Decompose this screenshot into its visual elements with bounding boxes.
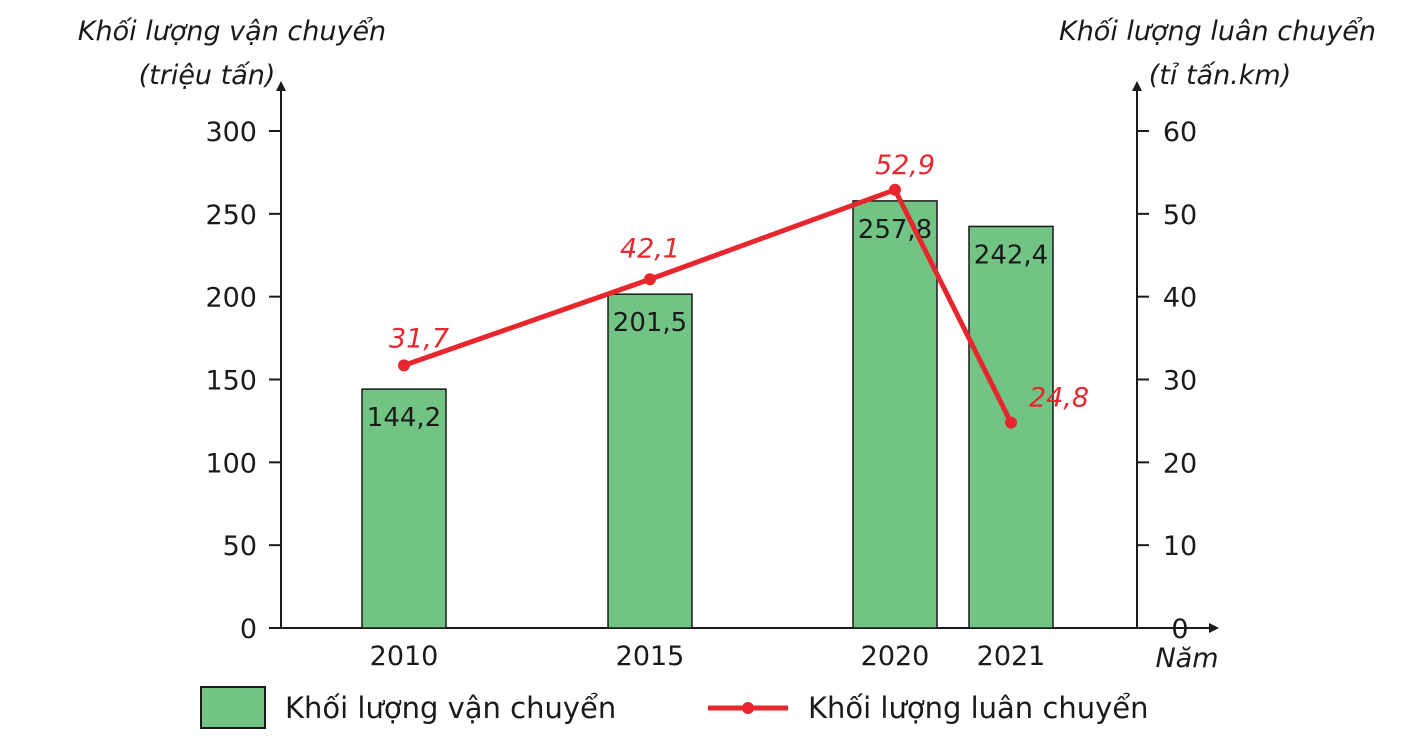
line-data-label: 52,9 (875, 150, 935, 181)
line-data-label: 24,8 (1029, 383, 1089, 414)
left-axis-ticks: 0 50 100 150 200 250 300 (205, 117, 281, 645)
right-axis-title-line2: (tỉ tấn.km) (1149, 60, 1292, 91)
line-point (398, 359, 410, 372)
legend: Khối lượng vận chuyển Khối lượng luân ch… (200, 686, 1149, 729)
legend-line-marker (742, 702, 754, 714)
x-axis-title: Năm (1155, 643, 1218, 674)
line-point (1005, 416, 1017, 429)
right-tick-label: 0 (1171, 614, 1188, 645)
x-tick-label: 2015 (616, 641, 685, 672)
left-tick-label: 300 (205, 117, 257, 148)
right-tick-label: 10 (1163, 531, 1197, 562)
left-tick-label: 250 (205, 200, 257, 231)
bar (607, 293, 693, 629)
left-tick-label: 50 (223, 531, 257, 562)
legend-line-label: Khối lượng luân chuyển (808, 691, 1149, 725)
right-axis-title-line1: Khối lượng luân chuyển (1059, 16, 1376, 47)
legend-bar-label: Khối lượng vận chuyển (285, 691, 616, 725)
x-axis-tick-labels: 2010 2015 2020 2021 (370, 641, 1046, 672)
left-tick-label: 150 (205, 366, 257, 397)
line-path (403, 187, 1014, 424)
left-axis-title-line2: (triệu tấn) (139, 60, 276, 91)
line-data-label: 31,7 (389, 323, 449, 354)
right-tick-label: 50 (1163, 200, 1197, 231)
x-tick-label: 2010 (370, 641, 439, 672)
bar-data-label: 144,2 (367, 403, 441, 433)
legend-bar-swatch (200, 686, 266, 729)
left-tick-label: 0 (240, 614, 257, 645)
bar (361, 388, 447, 629)
right-tick-label: 60 (1163, 117, 1197, 148)
left-tick-label: 200 (205, 283, 257, 314)
right-tick-label: 20 (1163, 448, 1197, 479)
bar-data-label: 201,5 (613, 308, 687, 338)
bar-data-label: 242,4 (974, 240, 1048, 270)
right-tick-label: 30 (1163, 366, 1197, 397)
left-axis-title-line1: Khối lượng vận chuyển (78, 16, 386, 47)
x-tick-label: 2021 (977, 641, 1046, 672)
bar (852, 200, 938, 629)
line-series: 31,7 42,1 52,9 24,8 (389, 150, 1089, 429)
right-axis-ticks: 0 10 20 30 40 50 60 (1137, 117, 1197, 645)
line-point (644, 273, 656, 286)
left-tick-label: 100 (205, 448, 257, 479)
line-point (889, 183, 901, 196)
x-tick-label: 2020 (861, 641, 930, 672)
line-data-label: 42,1 (620, 233, 680, 264)
right-tick-label: 40 (1163, 283, 1197, 314)
